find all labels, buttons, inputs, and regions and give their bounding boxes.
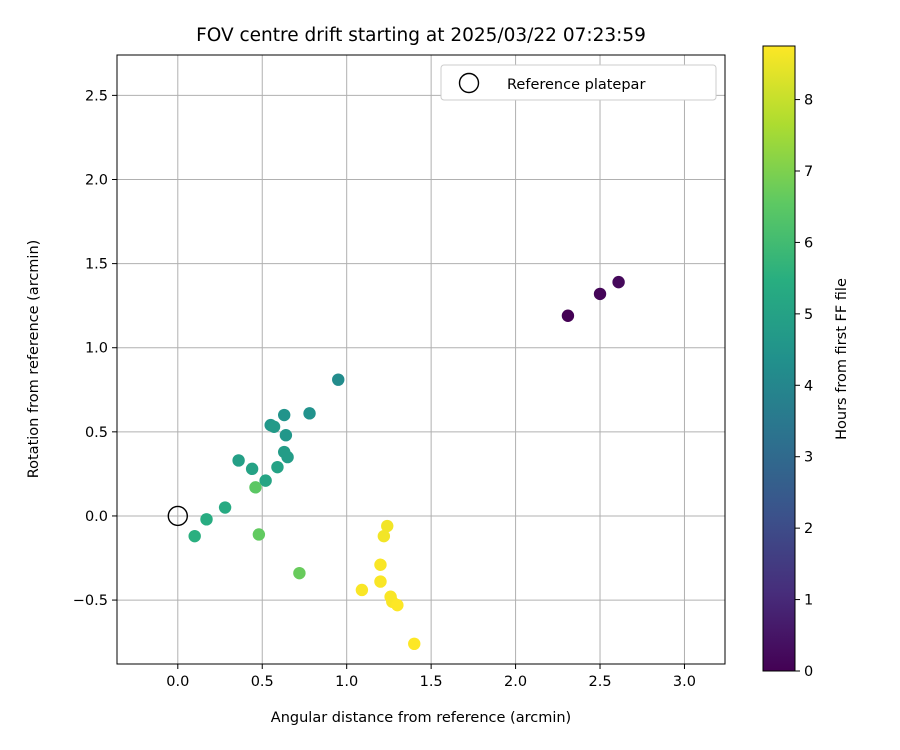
y-tick-label: 1.5 [85, 257, 108, 273]
scatter-point [293, 566, 306, 580]
colorbar-ticks: 0 1 2 3 4 5 6 7 8 [795, 93, 813, 680]
legend-reference-label: Reference platepar [507, 77, 645, 93]
x-tick-label: 3.0 [673, 674, 696, 690]
scatter-point [271, 460, 284, 474]
scatter-point [279, 429, 293, 442]
y-tick-label: 2.5 [85, 88, 108, 104]
colorbar-gradient [762, 45, 796, 672]
colorbar-label: Hours from first FF file [834, 278, 850, 440]
y-tick-label: 1.0 [85, 341, 108, 357]
grid-lines [117, 55, 725, 664]
colorbar-tick-label: 0 [804, 664, 813, 680]
scatter-point [593, 287, 607, 301]
scatter-point [374, 558, 387, 571]
x-tick-label: 2.5 [588, 674, 611, 690]
scatter-point [381, 519, 394, 533]
scatter-point [391, 598, 404, 612]
legend-box [440, 64, 717, 101]
scatter-point [374, 575, 387, 588]
reference-platepar-marker [167, 505, 189, 527]
x-tick-label: 1.5 [420, 674, 443, 690]
scatter-point [252, 528, 266, 541]
colorbar: 0 1 2 3 4 5 6 7 8 Hours from first FF file [762, 45, 850, 680]
scatter-point [232, 454, 245, 467]
scatter-point [249, 481, 262, 494]
colorbar-tick-label: 7 [804, 164, 813, 180]
scatter-point [245, 462, 259, 476]
scatter-point [561, 309, 575, 322]
x-axis-label: Angular distance from reference (arcmin) [271, 710, 571, 726]
colorbar-tick-label: 3 [804, 450, 813, 466]
x-tick-label: 0.5 [251, 674, 274, 690]
scatter-point [303, 407, 316, 420]
scatter-point [200, 513, 213, 526]
scatter-point [188, 529, 201, 543]
scatter-points [167, 275, 625, 651]
scatter-point [267, 420, 281, 433]
x-tick-label: 2.0 [504, 674, 527, 690]
colorbar-tick-label: 2 [804, 521, 813, 537]
scatter-point [259, 474, 272, 487]
y-axis: −0.5 0.0 0.5 1.0 1.5 2.0 2.5 [73, 88, 117, 609]
y-tick-label: 0.0 [85, 509, 108, 525]
y-tick-label: 0.5 [85, 425, 108, 441]
legend-reference-marker [458, 72, 480, 94]
colorbar-tick-label: 4 [804, 378, 813, 394]
x-tick-label: 0.0 [166, 674, 189, 690]
scatter-point [278, 408, 291, 422]
y-tick-label: 2.0 [85, 172, 108, 188]
scatter-point [332, 373, 345, 386]
scatter-point [408, 637, 421, 651]
scatter-point [612, 275, 625, 289]
legend: Reference platepar [440, 64, 717, 101]
chart-title: FOV centre drift starting at 2025/03/22 … [196, 25, 646, 46]
colorbar-tick-label: 5 [804, 307, 813, 323]
plot-frame [116, 54, 726, 665]
colorbar-tick-label: 6 [804, 235, 813, 251]
scatter-point [218, 501, 232, 514]
colorbar-tick-label: 1 [804, 593, 813, 609]
x-axis: 0.0 0.5 1.0 1.5 2.0 2.5 3.0 [166, 664, 696, 690]
scatter-point [355, 583, 369, 597]
colorbar-tick-label: 8 [804, 93, 813, 109]
scatter-point [377, 529, 391, 543]
y-axis-label: Rotation from reference (arcmin) [26, 240, 42, 479]
x-tick-label: 1.0 [335, 674, 358, 690]
y-tick-label: −0.5 [73, 593, 108, 609]
scatter-point [281, 450, 294, 464]
